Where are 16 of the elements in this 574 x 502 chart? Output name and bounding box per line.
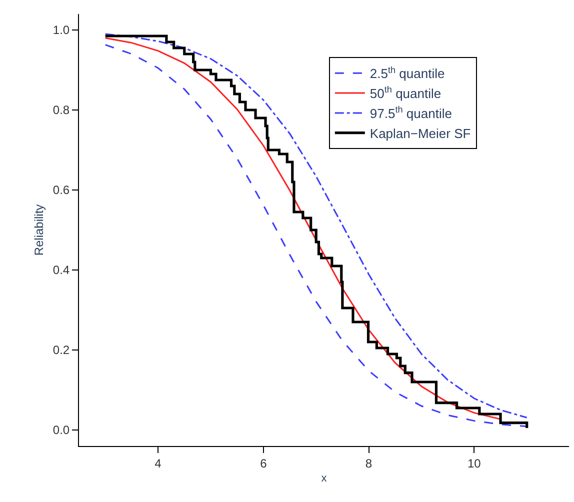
y-tick-label: 0.6 [52, 183, 70, 198]
x-tick-label: 4 [154, 456, 162, 470]
legend-label: 97.5$^{th}$ quantile [370, 104, 452, 122]
legend-label: Kaplan−Meier SF [370, 126, 471, 141]
x-tick-label: 10 [467, 456, 482, 470]
y-tick-label: 0.4 [52, 263, 70, 278]
y-tick-label: 0.0 [52, 423, 70, 438]
y-axis-title: Reliability [32, 204, 46, 256]
y-tick-label: 0.2 [52, 343, 70, 358]
x-axis-title: x [321, 472, 328, 485]
y-tick-label: 1.0 [52, 23, 70, 38]
x-tick-label: 8 [365, 456, 372, 470]
y-tick-label: 0.8 [52, 103, 70, 118]
legend-label: 2.5$^{th}$ quantile [370, 64, 445, 82]
legend-label: 50$^{th}$ quantile [370, 84, 442, 102]
x-tick-label: 6 [260, 456, 268, 470]
